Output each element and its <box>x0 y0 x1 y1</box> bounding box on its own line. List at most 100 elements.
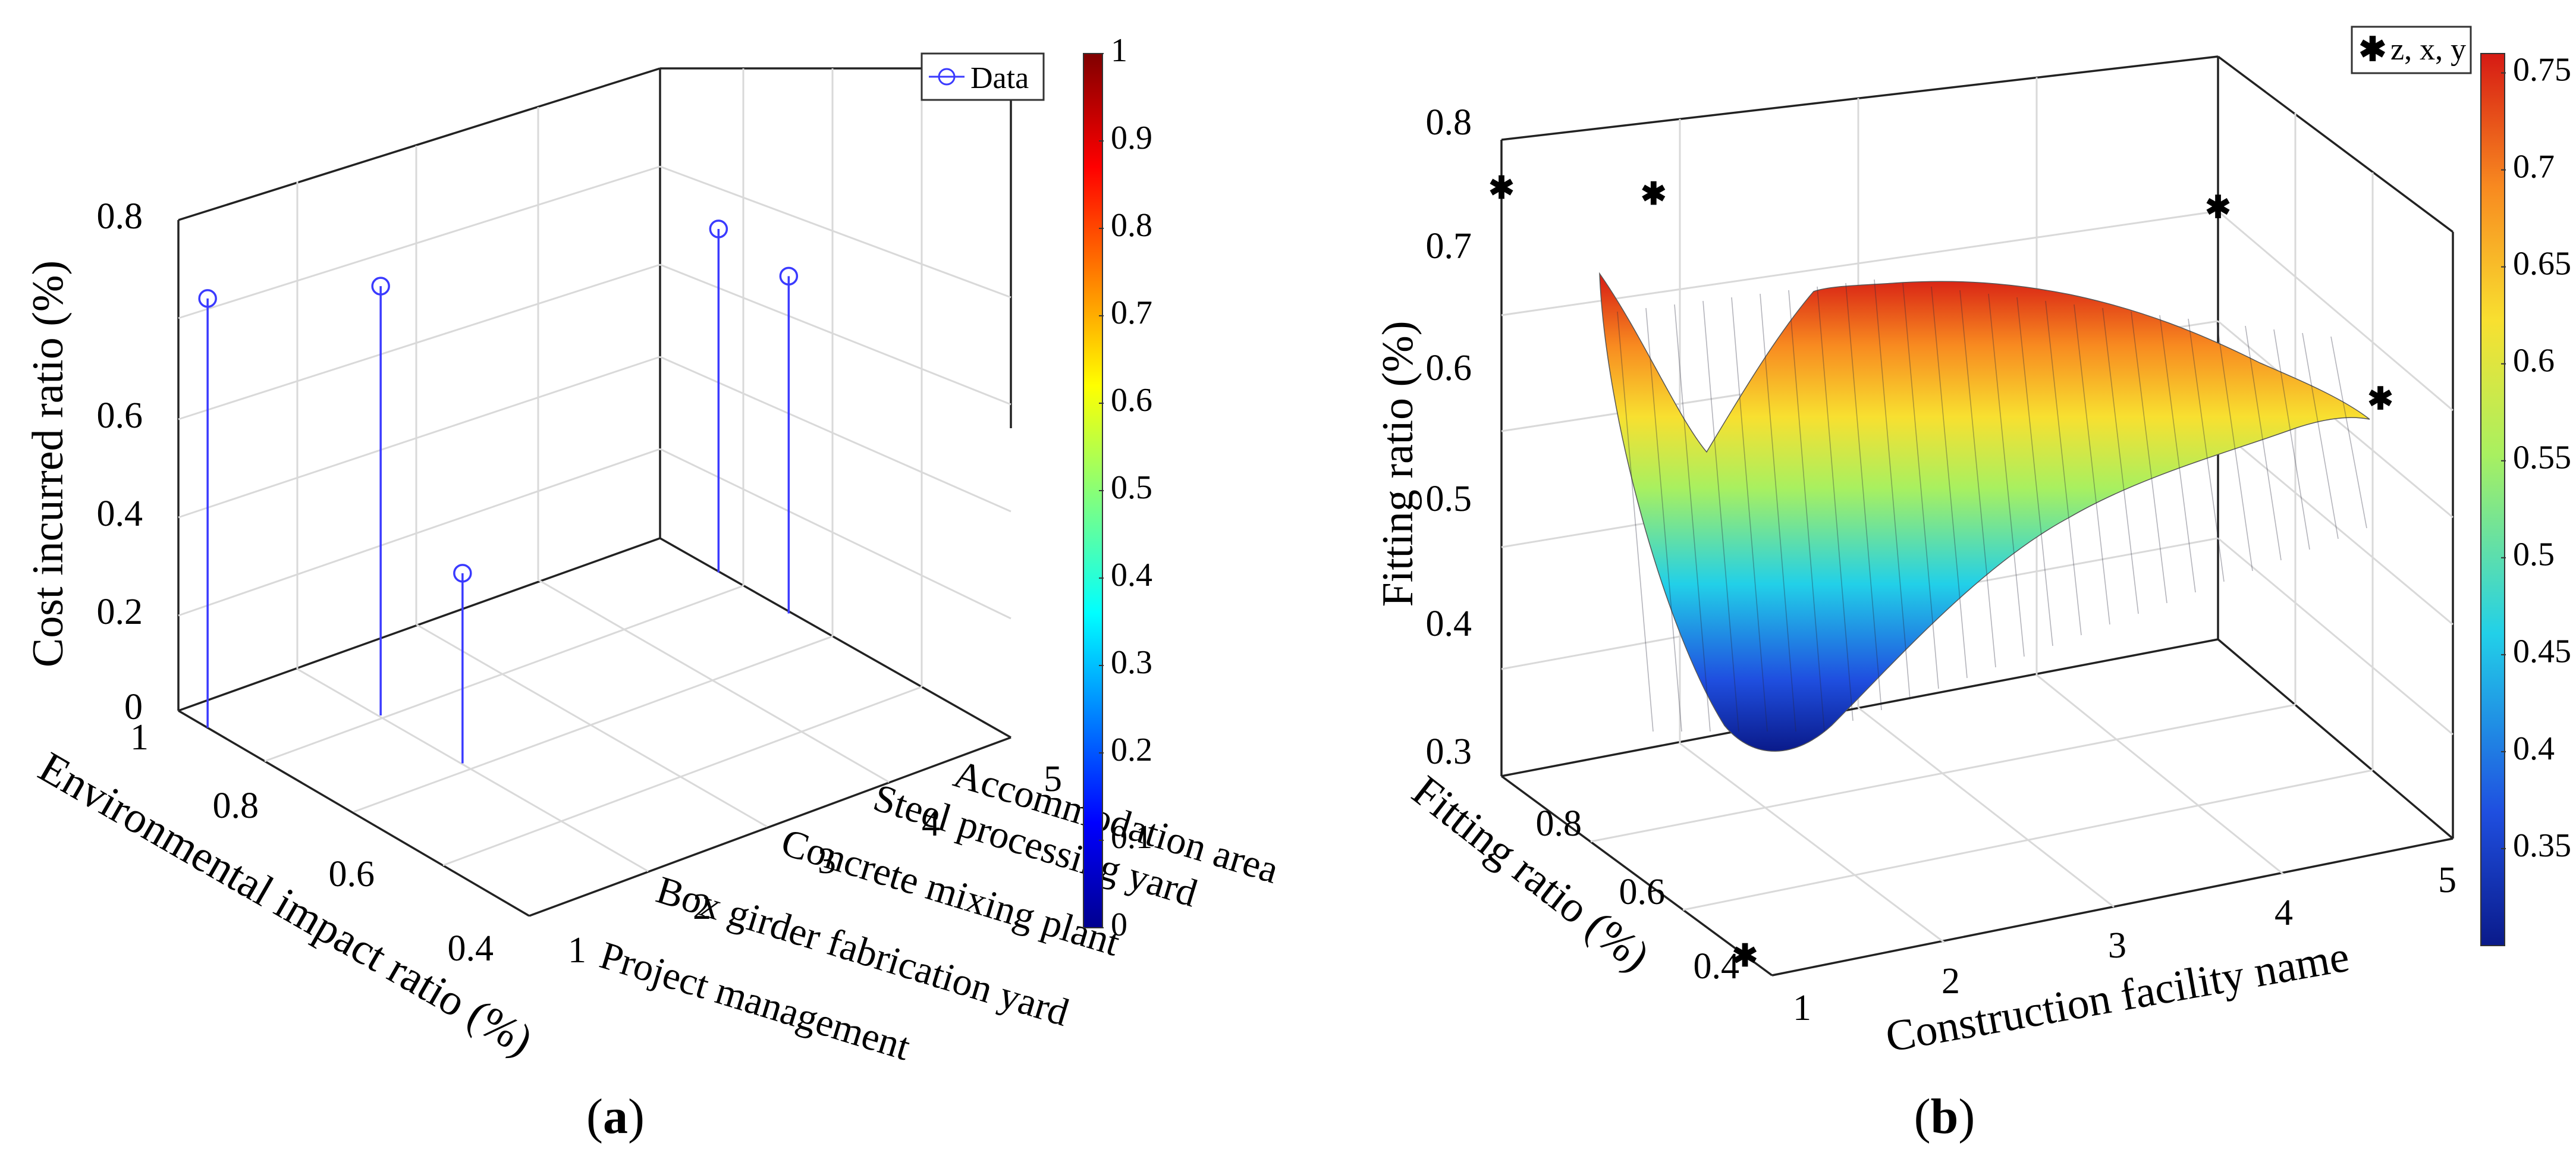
panel-a: 0 0.2 0.4 0.6 0.8 Cost incurred ratio (%… <box>24 32 1283 1144</box>
z-tick-b-0.7: 0.7 <box>1426 226 1472 266</box>
surface-mesh-line <box>2102 307 2139 614</box>
surface-mesh-line <box>1931 286 1968 679</box>
colorbar-tick-label: 0.3 <box>1111 644 1152 681</box>
x-axis-line <box>529 736 1011 917</box>
y-tick-b-0.8: 0.8 <box>1536 803 1582 844</box>
z-tick-0.4: 0.4 <box>97 494 143 534</box>
colorbar-tick-label: 0.1 <box>1111 819 1152 856</box>
stem-series-data <box>198 219 799 764</box>
back-frame-top-right-b <box>2217 55 2454 233</box>
legend-asterisk-marker-icon: ✱ <box>2359 32 2387 68</box>
surface-mesh-line <box>2188 318 2225 582</box>
surface-mesh-line <box>1617 311 1654 732</box>
colorbar-tick-label: 0.8 <box>1111 207 1152 244</box>
stem-marker-3 <box>371 277 390 296</box>
surface-mesh-line <box>2245 325 2282 561</box>
x-axis-line-b <box>1771 837 2454 977</box>
x-tick-b-2: 2 <box>1942 961 1960 1002</box>
y-tick-0.4: 0.4 <box>448 928 494 969</box>
back-floor-right-b <box>2217 638 2454 840</box>
scatter-point-3: ✱ <box>1641 178 1667 212</box>
surface-mesh-line <box>1702 300 1739 732</box>
surface-b <box>1599 272 2370 752</box>
colorbar-tick-label: 0.2 <box>1111 732 1152 768</box>
z-axis-ticks-a: 0 0.2 0.4 0.6 0.8 <box>97 196 143 727</box>
legend-a: Data <box>921 52 1045 101</box>
x-tick-3: 3 <box>818 841 836 881</box>
back-frame-right <box>660 67 1012 428</box>
back-floor-right <box>659 537 1011 739</box>
colorbar-tick-label: 0.6 <box>1111 382 1152 419</box>
legend-circle-marker-icon <box>938 68 956 86</box>
surface-mesh-line <box>2045 300 2082 636</box>
scatter-point-4: ✱ <box>2205 191 2231 225</box>
legend-label-zxy: z, x, y <box>2390 33 2466 67</box>
y-axis-label-a: Environmental impact ratio (%) <box>31 743 541 1066</box>
x-tick-b-5: 5 <box>2438 860 2456 900</box>
scatter-point-2: ✱ <box>1732 940 1758 974</box>
y-axis-line <box>178 710 530 917</box>
colorbar-tick-label: 0.35 <box>2513 827 2571 864</box>
surface-mesh-line <box>1959 290 1996 668</box>
colorbar-tick-label: 0.5 <box>1111 469 1152 506</box>
stem-marker-2 <box>453 564 472 583</box>
colorbar-tick-label: 0.4 <box>2513 730 2555 767</box>
scatter-point-5: ✱ <box>2367 382 2393 416</box>
x-tick-b-3: 3 <box>2108 925 2126 966</box>
z-axis-label-a: Cost incurred ratio (%) <box>24 260 73 667</box>
back-frame-top-left <box>178 67 661 221</box>
panel-b-box <box>1500 55 2454 977</box>
surface-mesh-line <box>1817 286 1854 721</box>
legend-label-data: Data <box>970 61 1029 95</box>
legend-box-b <box>2351 26 2472 74</box>
surface-mesh-line <box>2016 297 2053 646</box>
surface-mesh-line <box>1988 293 2025 657</box>
x-tick-b-1: 1 <box>1793 988 1811 1028</box>
z-tick-b-0.5: 0.5 <box>1426 479 1472 519</box>
x-tick-b-4: 4 <box>2275 893 2293 933</box>
back-frame-top-b <box>1501 55 2219 141</box>
x-tick-4: 4 <box>922 803 940 844</box>
x-tick-1: 1 <box>568 930 586 971</box>
y-axis-ticks-b: 0.8 0.6 0.4 <box>1536 803 1740 987</box>
colorbar-tick-label: 0.6 <box>2513 343 2555 379</box>
y-tick-0.8: 0.8 <box>213 786 259 826</box>
surface-mesh-line <box>1731 297 1768 732</box>
stem-marker-5 <box>709 219 728 238</box>
scatter-series-zxy: ✱ ✱ ✱ ✱ ✱ <box>1488 172 2393 974</box>
y-tick-b-0.6: 0.6 <box>1619 872 1666 912</box>
z-axis-ticks-b: 0.3 0.4 0.5 0.6 0.7 0.8 <box>1426 102 1472 772</box>
surface-mesh-line <box>1760 293 1796 732</box>
x-tick-5: 5 <box>1044 759 1062 799</box>
surface-mesh-line <box>2330 336 2367 529</box>
colorbar-ticks-b: 0.35 0.4 0.45 0.5 0.55 0.6 0.65 0.7 0.75 <box>2501 51 2571 864</box>
surface-mesh-line <box>1874 279 1911 700</box>
z-tick-0: 0 <box>124 687 143 727</box>
z-tick-0.6: 0.6 <box>97 395 143 436</box>
z-tick-0.8: 0.8 <box>97 196 143 237</box>
back-floor-left-b <box>1501 638 2219 777</box>
colorbar-tick-label: 0.65 <box>2513 246 2571 282</box>
y-tick-0.6: 0.6 <box>329 854 375 894</box>
y-tick-1: 1 <box>130 717 149 758</box>
surface-grid-lines <box>1617 279 2367 732</box>
surface-mesh-line <box>2302 332 2339 539</box>
surface-mesh-line <box>2273 329 2310 550</box>
surface-mesh-line <box>1674 304 1711 732</box>
y-axis-ticks-a: 1 0.8 0.6 0.4 <box>130 717 494 969</box>
panel-label-b: (b) <box>1914 1089 1975 1144</box>
colorbar-b: 0.35 0.4 0.45 0.5 0.55 0.6 0.65 0.7 0.75 <box>2480 51 2571 946</box>
x-categories-a: Project management Box girder fabricatio… <box>595 752 1284 1069</box>
colorbar-gradient-b <box>2480 53 2505 946</box>
y-axis-line-b <box>1500 775 1773 977</box>
colorbar-tick-label: 0.9 <box>1111 120 1152 156</box>
y-tick-b-0.4: 0.4 <box>1694 946 1740 987</box>
x-tick-2: 2 <box>693 887 711 927</box>
stem-marker-4 <box>779 266 799 286</box>
colorbar-tick-label: 0.4 <box>1111 557 1152 594</box>
z-tick-b-0.3: 0.3 <box>1426 732 1472 772</box>
colorbar-tick-label: 0.7 <box>1111 294 1152 331</box>
surface-mesh-line <box>2131 311 2167 604</box>
colorbar-a: 0 0.1 0.2 0.3 0.4 0.5 0.6 0.7 0.8 0.9 1 <box>1083 32 1152 943</box>
